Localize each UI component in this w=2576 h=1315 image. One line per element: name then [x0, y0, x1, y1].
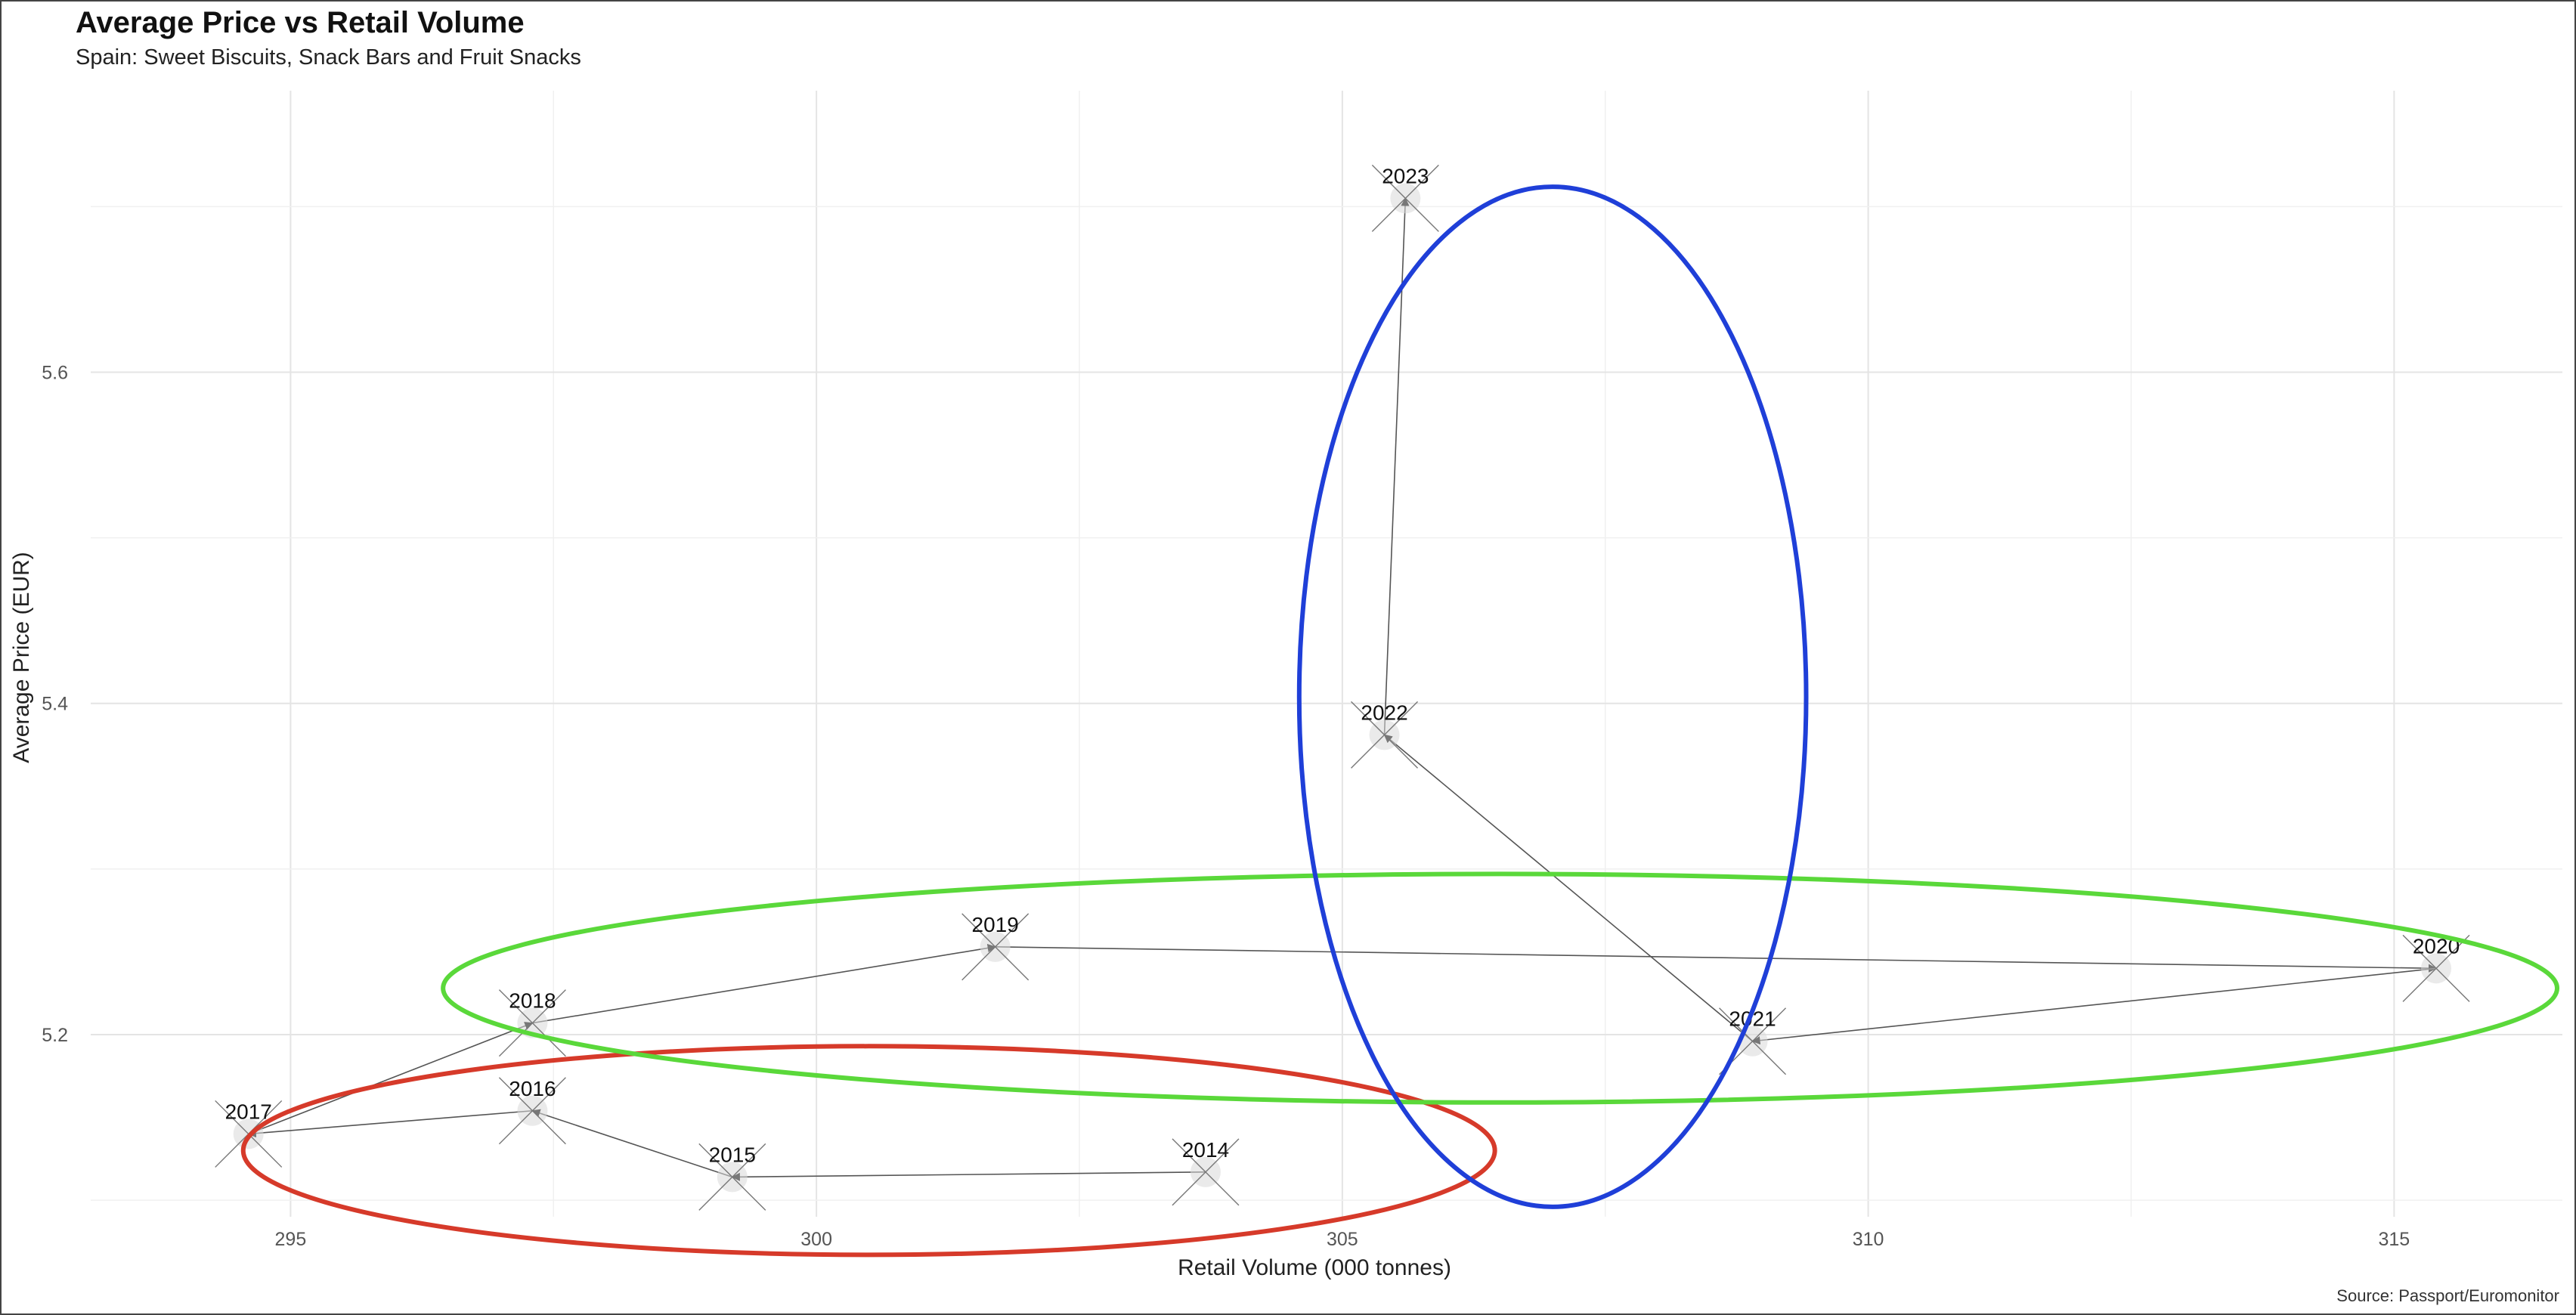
point-label: 2014	[1182, 1138, 1229, 1162]
path-segment-2021-2022	[1383, 734, 1754, 1042]
y-tick-label: 5.4	[42, 694, 68, 715]
point-label: 2017	[225, 1100, 272, 1123]
connecting-path	[247, 197, 2438, 1181]
x-axis-title: Retail Volume (000 tonnes)	[1178, 1255, 1451, 1280]
highlight-ellipse-3	[1296, 184, 1809, 1209]
grid-lines	[91, 91, 2562, 1217]
path-segment-2019-2020	[995, 946, 2438, 973]
path-segment-2020-2021	[1751, 967, 2437, 1045]
y-tick-label: 5.6	[42, 363, 68, 384]
path-segment-2014-2015	[731, 1171, 1206, 1181]
point-label: 2019	[972, 913, 1019, 936]
path-segment-2018-2019	[532, 943, 996, 1024]
x-tick-label: 295	[275, 1229, 307, 1250]
data-point-2019: 2019	[961, 913, 1029, 981]
path-segment-2015-2016	[531, 1109, 733, 1178]
data-point-2023: 2023	[1371, 164, 1439, 232]
data-point-2018: 2018	[498, 989, 566, 1057]
path-segment-2017-2018	[248, 1022, 534, 1135]
point-x-mark	[2402, 934, 2470, 1002]
point-label: 2016	[509, 1077, 556, 1100]
chart-source: Source: Passport/Euromonitor	[2336, 1286, 2559, 1305]
chart-subtitle: Spain: Sweet Biscuits, Snack Bars and Fr…	[76, 45, 581, 70]
data-point-2015: 2015	[698, 1143, 766, 1211]
data-point-2016: 2016	[498, 1077, 566, 1145]
x-tick-label: 315	[2379, 1229, 2410, 1250]
point-x-mark	[498, 989, 566, 1057]
data-point-2014: 2014	[1172, 1138, 1240, 1206]
highlight-ellipses	[240, 184, 2560, 1258]
highlight-ellipse-2	[441, 871, 2560, 1105]
point-x-mark	[1371, 164, 1439, 232]
x-tick-label: 300	[800, 1229, 832, 1250]
point-x-mark	[1351, 701, 1419, 769]
point-label: 2015	[709, 1143, 756, 1166]
point-label: 2018	[509, 989, 556, 1013]
y-axis-title: Average Price (EUR)	[9, 552, 34, 763]
data-point-2022: 2022	[1351, 701, 1419, 769]
path-segment-2022-2023	[1383, 197, 1410, 735]
axis-ticks: 295 300 305 310 315 5.2 5.4 5.6	[42, 363, 2410, 1251]
path-segment-2016-2017	[247, 1109, 533, 1138]
point-label: 2023	[1382, 164, 1429, 187]
point-label: 2022	[1361, 701, 1407, 724]
highlight-ellipse-1	[240, 1044, 1497, 1258]
point-x-mark	[1172, 1138, 1240, 1206]
chart-title: Average Price vs Retail Volume	[76, 6, 525, 39]
x-tick-label: 305	[1327, 1229, 1358, 1250]
point-x-mark	[961, 913, 1029, 981]
x-tick-label: 310	[1853, 1229, 1884, 1250]
point-x-mark	[498, 1077, 566, 1145]
y-tick-label: 5.2	[42, 1025, 68, 1046]
point-x-mark	[698, 1143, 766, 1211]
